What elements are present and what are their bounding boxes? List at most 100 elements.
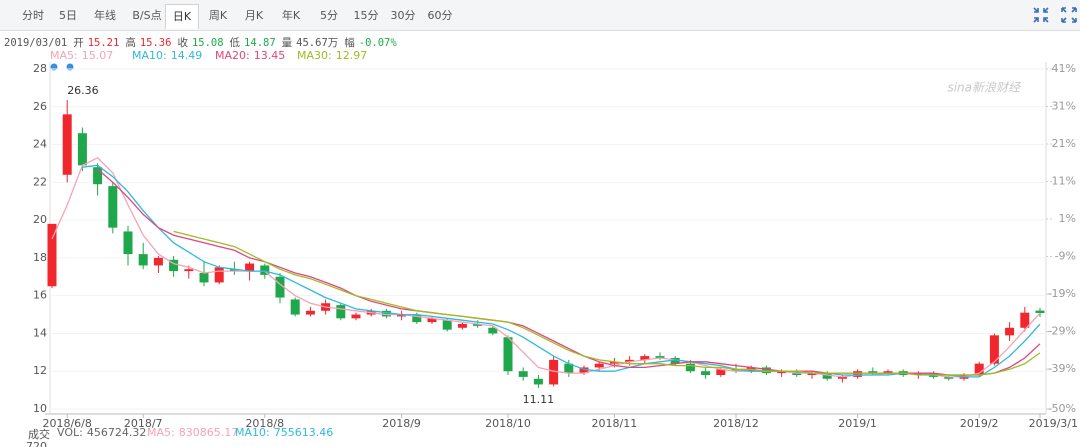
legend-value: 14.49 <box>170 49 203 62</box>
tab[interactable]: 60分 <box>427 9 453 22</box>
info-value: 14.87 <box>244 37 276 49</box>
candle-body <box>609 361 619 364</box>
candle-body <box>199 273 209 283</box>
legend-name: MA30: <box>297 49 332 62</box>
y-tick-label: 24 <box>33 138 47 151</box>
candle-body <box>518 371 528 377</box>
candle-body <box>123 231 133 255</box>
x-tick-label: 2018/7 <box>124 417 163 430</box>
tab[interactable]: 日K <box>164 4 200 29</box>
tab[interactable]: 周K <box>208 9 228 22</box>
candle-body <box>169 259 179 272</box>
candle-body <box>761 367 771 374</box>
legend-name: MA5: <box>50 49 78 62</box>
candle-body <box>701 371 711 375</box>
y2-tick-label: -39% <box>1048 362 1076 375</box>
candle-body <box>153 257 163 266</box>
candle-body <box>853 371 863 377</box>
y-tick-label: 14 <box>33 326 47 339</box>
y-tick-label: 26 <box>33 100 47 113</box>
legend-value: 15.07 <box>81 49 114 62</box>
y-tick-label: 16 <box>33 289 47 302</box>
ma-line <box>82 164 1041 378</box>
tab[interactable]: 5日 <box>59 9 77 22</box>
candle-body <box>777 371 787 374</box>
candle-body <box>275 276 285 298</box>
x-tick-label: 2018/9 <box>382 417 421 430</box>
candle-body <box>655 356 665 358</box>
x-tick-label: 2018/11 <box>592 417 638 430</box>
candle-body <box>549 359 559 385</box>
volume-value: 456724.32 <box>86 426 147 439</box>
candle-body <box>1020 312 1030 328</box>
tab[interactable]: B/S点 <box>132 9 162 22</box>
candle-body <box>412 314 422 323</box>
info-label: 收 <box>177 37 188 49</box>
toolbar-icons[interactable] <box>1033 7 1077 23</box>
candle-body <box>944 376 954 379</box>
legend-name: MA20: <box>215 49 250 62</box>
candle-body <box>184 269 194 272</box>
y2-tick-label: 11% <box>1052 175 1076 188</box>
candle-body <box>533 378 543 385</box>
volume-name: VOL: <box>57 426 83 439</box>
legend-value: 12.97 <box>335 49 368 62</box>
info-label: 开 <box>73 37 84 49</box>
volume-value: 755613.46 <box>273 426 334 439</box>
candle-body <box>883 371 893 374</box>
tab[interactable]: 15分 <box>353 9 379 22</box>
volume-name: MA5: <box>147 426 175 439</box>
x-tick-label: 2019/1 <box>838 417 877 430</box>
ma-line <box>173 230 1041 376</box>
info-value: 45.67万 <box>296 37 339 49</box>
candle-body <box>1035 310 1045 314</box>
candle-body <box>336 305 346 319</box>
volume-value: 830865.17 <box>178 426 239 439</box>
candle-body <box>974 363 984 375</box>
legend-value: 13.45 <box>253 49 286 62</box>
legend-name: MA10: <box>132 49 167 62</box>
volume-item: VOL: 456724.32 <box>57 426 146 439</box>
candle-body <box>1005 327 1015 336</box>
tab[interactable]: 月K <box>244 9 264 22</box>
candle-body <box>716 369 726 375</box>
tab[interactable]: 分时 <box>22 9 44 22</box>
ma-line <box>97 168 1041 376</box>
info-date: 2019/03/01 <box>4 37 68 49</box>
tab[interactable]: 30分 <box>390 9 416 22</box>
legend-item: MA20: 13.45 <box>215 49 285 62</box>
candle-body <box>822 373 832 379</box>
info-label: 低 <box>229 37 241 49</box>
candle-body <box>473 324 483 326</box>
candle-body <box>260 265 270 275</box>
legend-item: MA5: 15.07 <box>50 49 113 62</box>
candle-body <box>989 335 999 364</box>
candle-body <box>503 337 513 372</box>
y2-tick-label: -50% <box>1048 402 1076 415</box>
watermark: sina新浪财经 <box>947 81 1022 95</box>
tab[interactable]: 5分 <box>320 9 338 22</box>
x-tick-label: 2018/10 <box>485 417 531 430</box>
tab[interactable]: 年K <box>281 9 301 22</box>
candle-body <box>47 223 57 287</box>
tab[interactable]: 年线 <box>94 9 116 22</box>
candle-body <box>913 373 923 375</box>
y-tick-label: 28 <box>33 62 47 75</box>
candle-body <box>837 376 847 379</box>
candle-body <box>670 358 680 364</box>
info-line: 2019/03/01 开 15.21 高 15.36 收 15.08 低 14.87 量 45.67… <box>4 35 403 50</box>
candle-body <box>731 369 741 372</box>
candle-body <box>397 314 407 317</box>
candle-body <box>108 186 118 228</box>
candle-body <box>457 324 467 328</box>
candle-body <box>579 367 589 374</box>
info-value: 15.36 <box>139 37 172 49</box>
candle-body <box>868 371 878 374</box>
x-tick-label: 2018/8 <box>245 417 284 430</box>
y2-tick-label: 21% <box>1052 137 1076 150</box>
volume-title: 成交 <box>28 428 50 441</box>
candle-body <box>93 167 103 185</box>
candle-body <box>214 267 224 283</box>
info-value: 15.21 <box>87 37 120 49</box>
